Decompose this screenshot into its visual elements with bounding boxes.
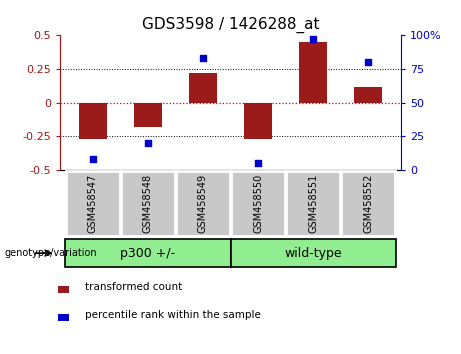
Point: [144, 140, 152, 146]
Text: percentile rank within the sample: percentile rank within the sample: [85, 310, 261, 320]
FancyBboxPatch shape: [286, 171, 340, 236]
Bar: [79, 103, 106, 139]
FancyBboxPatch shape: [176, 171, 230, 236]
Text: GSM458550: GSM458550: [253, 174, 263, 233]
Text: GSM458552: GSM458552: [363, 174, 373, 233]
Text: genotype/variation: genotype/variation: [5, 248, 97, 258]
Text: GSM458548: GSM458548: [143, 174, 153, 233]
Bar: [355, 86, 382, 103]
FancyBboxPatch shape: [230, 239, 396, 268]
FancyBboxPatch shape: [121, 171, 175, 236]
FancyBboxPatch shape: [66, 171, 120, 236]
Bar: [58, 314, 69, 321]
Point: [364, 59, 372, 65]
Bar: [299, 42, 327, 103]
Point: [199, 56, 207, 61]
Bar: [244, 103, 272, 139]
Text: wild-type: wild-type: [284, 247, 342, 259]
Point: [89, 156, 97, 162]
FancyBboxPatch shape: [65, 239, 230, 268]
Text: GSM458549: GSM458549: [198, 174, 208, 233]
Point: [254, 160, 262, 166]
Text: GSM458547: GSM458547: [88, 174, 98, 233]
Text: GSM458551: GSM458551: [308, 174, 318, 233]
Bar: [189, 73, 217, 103]
Bar: [58, 286, 69, 293]
Title: GDS3598 / 1426288_at: GDS3598 / 1426288_at: [142, 16, 319, 33]
FancyBboxPatch shape: [231, 171, 285, 236]
FancyBboxPatch shape: [341, 171, 395, 236]
Point: [309, 36, 317, 42]
Text: p300 +/-: p300 +/-: [120, 247, 176, 259]
Text: transformed count: transformed count: [85, 282, 183, 292]
Bar: [134, 103, 162, 127]
